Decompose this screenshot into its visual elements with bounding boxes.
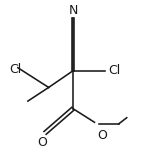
Text: Cl: Cl bbox=[108, 64, 121, 77]
Text: O: O bbox=[97, 129, 107, 142]
Text: Cl: Cl bbox=[10, 63, 22, 76]
Text: O: O bbox=[38, 136, 48, 149]
Text: N: N bbox=[68, 4, 78, 17]
